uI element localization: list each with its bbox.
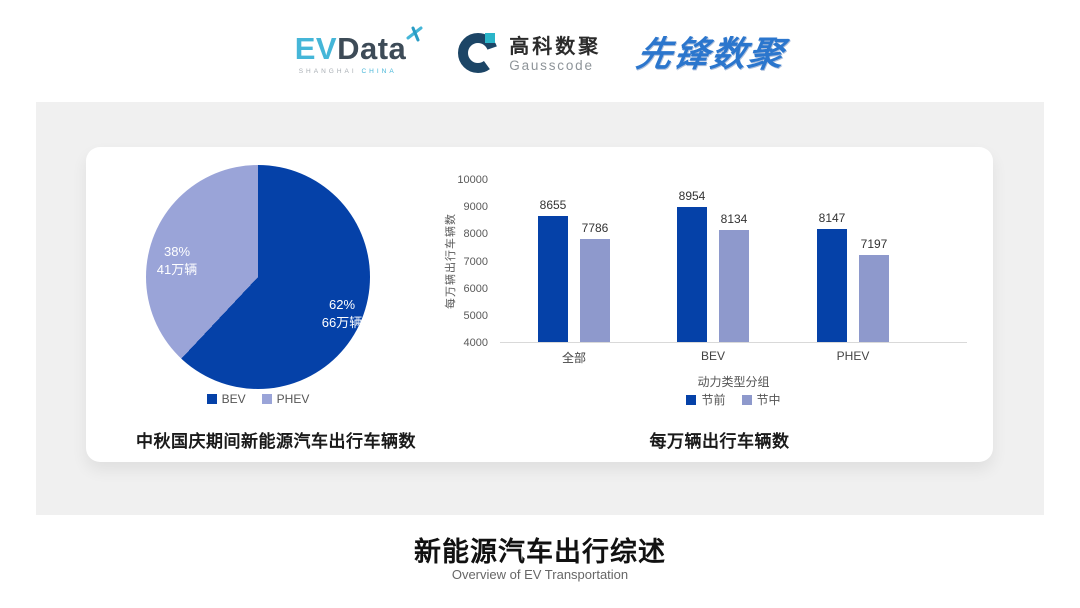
- evdata-subtext: SHANGHAI CHINA: [295, 68, 407, 75]
- header-logos: EVData SHANGHAI CHINA 高科数聚: [0, 14, 1080, 94]
- bar-plot: 8655 7786 全部 8954 8134 BEV 8147 7197 PHEV: [500, 180, 967, 365]
- page-title: 新能源汽车出行综述: [414, 537, 666, 567]
- y-tick-label: 8000: [463, 228, 488, 241]
- pie-chart-block: 38% 41万辆 62% 66万辆 BEV PHEV: [86, 147, 456, 462]
- x-category-label: 全部: [561, 351, 586, 365]
- y-tick-label: 6000: [463, 282, 488, 295]
- gausscode-g-icon: [456, 30, 500, 79]
- bev-swatch-icon: [206, 394, 217, 404]
- evdata-shanghai-text: SHANGHAI: [298, 68, 357, 75]
- pie-legend: BEV PHEV: [86, 392, 430, 406]
- bar-value-label: 7197: [860, 237, 888, 252]
- bar-value-label: 7786: [581, 221, 609, 236]
- bar-value-label: 8134: [720, 211, 748, 226]
- pie-phev-percent: 38%: [163, 244, 191, 259]
- pie-chart: [146, 165, 370, 389]
- pie-bev-amount: 66万辆: [321, 314, 363, 330]
- bar-节中-BEV: [719, 229, 749, 342]
- gausscode-cn-text: 高科数聚: [509, 35, 602, 58]
- phev-swatch-icon: [261, 394, 272, 404]
- x-category-label: BEV: [700, 349, 725, 363]
- bar-value-label: 8655: [539, 197, 567, 212]
- pie-phev-amount: 41万辆: [156, 261, 198, 277]
- evdata-data-text: Data: [337, 31, 407, 66]
- bar-节中-PHEV: [859, 255, 889, 342]
- bar-chart-block: 每万辆出行车辆数 4000 5000 6000 7000 8000 9000 10000 8…: [436, 147, 993, 462]
- bar-chart-title: 每万辆出行车辆数: [649, 432, 790, 451]
- bar-legend-item-节前: 节前: [686, 391, 726, 408]
- bar-节前-全部: [538, 215, 568, 342]
- pie-legend-item-bev: BEV: [206, 392, 246, 406]
- bar-节中-全部: [580, 239, 610, 342]
- pie-legend-item-phev: PHEV: [261, 392, 310, 406]
- legend-swatch-icon: [686, 394, 697, 405]
- charts-card: 38% 41万辆 62% 66万辆 BEV PHEV: [86, 147, 993, 462]
- bar-legend-label: 节中: [756, 393, 781, 407]
- gausscode-en-text: Gausscode: [509, 57, 594, 73]
- bar-group-PHEV: 8147 7197: [817, 180, 889, 342]
- evdata-china-text: CHINA: [361, 68, 397, 75]
- bar-legend-label: 节前: [701, 393, 726, 407]
- bar-y-ticks: 4000 5000 6000 7000 8000 9000 10000: [436, 174, 488, 349]
- bar-节前-BEV: [677, 207, 707, 342]
- evdata-x-icon: [406, 25, 424, 48]
- page-subtitle: Overview of EV Transportation: [451, 567, 629, 582]
- y-tick-label: 9000: [463, 201, 488, 214]
- y-tick-label: 10000: [457, 174, 488, 186]
- pioneer-logo: 先锋数聚: [633, 34, 789, 74]
- pie-chart-title: 中秋国庆期间新能源汽车出行车辆数: [136, 432, 416, 451]
- gausscode-logo: 高科数聚 Gausscode: [456, 30, 601, 79]
- content-panel: 38% 41万辆 62% 66万辆 BEV PHEV: [36, 102, 1044, 515]
- y-tick-label: 5000: [463, 309, 488, 322]
- y-tick-label: 4000: [463, 337, 488, 349]
- pie-legend-bev-label: BEV: [221, 392, 246, 406]
- evdata-logo: EVData SHANGHAI CHINA: [295, 26, 423, 75]
- evdata-wordmark: EVData: [295, 33, 407, 64]
- pie-label-phev: 38% 41万辆: [137, 243, 217, 278]
- bar-value-label: 8147: [818, 211, 846, 226]
- pie-label-bev: 62% 66万辆: [297, 296, 387, 331]
- bar-value-label: 8954: [678, 189, 706, 204]
- bar-legend: 节前 节中: [500, 391, 967, 408]
- bar-group-全部: 8655 7786: [538, 180, 610, 342]
- y-tick-label: 7000: [463, 255, 488, 268]
- pie-bev-percent: 62%: [328, 297, 356, 312]
- pie-legend-phev-label: PHEV: [276, 392, 310, 406]
- bar-节前-PHEV: [817, 229, 847, 342]
- x-category-label: PHEV: [836, 349, 870, 363]
- evdata-ev-text: EV: [294, 31, 338, 66]
- bar-x-axis-title: 动力类型分组: [697, 375, 770, 389]
- legend-swatch-icon: [741, 394, 752, 405]
- bar-group-BEV: 8954 8134: [677, 180, 749, 342]
- bar-legend-item-节中: 节中: [741, 391, 781, 408]
